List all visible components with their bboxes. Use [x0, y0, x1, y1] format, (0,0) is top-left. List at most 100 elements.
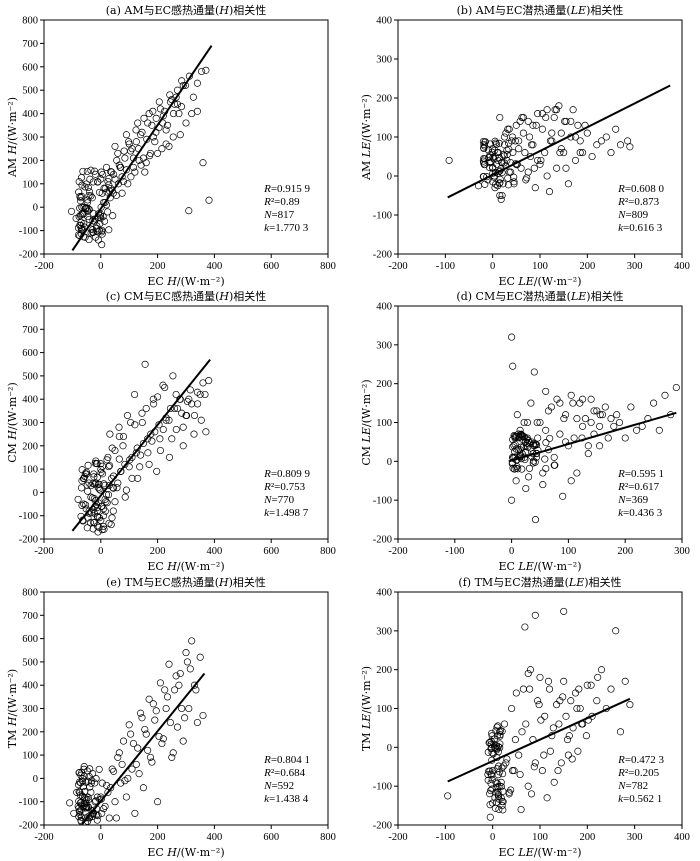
data-point [584, 450, 592, 458]
y-tick-label: -200 [373, 821, 392, 832]
data-point [78, 181, 86, 189]
data-point [181, 714, 189, 722]
data-point [583, 129, 591, 137]
data-point [607, 685, 615, 693]
data-point [159, 112, 167, 120]
data-point [165, 142, 173, 150]
fit-line [508, 411, 677, 463]
data-point [533, 418, 541, 427]
y-tick-label: -100 [19, 511, 38, 522]
y-tick-label: 200 [376, 379, 392, 390]
data-point [550, 453, 558, 461]
data-point [131, 390, 139, 399]
data-point [73, 788, 81, 796]
data-point [531, 516, 540, 524]
x-tick-label: 0 [98, 261, 103, 272]
data-point [573, 704, 581, 713]
data-point [129, 163, 138, 171]
x-tick-label: 0 [490, 261, 495, 272]
data-point [91, 779, 99, 787]
data-point [141, 360, 149, 368]
data-point [515, 145, 523, 153]
y-tick-label: 100 [376, 418, 392, 429]
chart-title: (f) TM与EC潜热通量(LE)相关性 [458, 575, 621, 589]
data-point [541, 712, 549, 720]
x-tick-label: 300 [627, 832, 643, 843]
data-point [119, 737, 128, 745]
data-point [105, 226, 113, 234]
y-tick-label: 0 [387, 457, 392, 468]
data-point [568, 755, 576, 763]
data-point [100, 512, 108, 520]
data-point [553, 106, 561, 114]
data-point [492, 778, 500, 786]
y-tick-label: -200 [19, 250, 38, 261]
data-point [108, 187, 116, 195]
data-point [168, 753, 176, 761]
data-point [492, 742, 501, 750]
data-point [508, 704, 516, 713]
data-point [571, 689, 580, 697]
y-tick-label: 100 [22, 465, 38, 476]
data-point [565, 732, 573, 740]
data-point [127, 173, 135, 181]
data-point [514, 430, 522, 438]
chart-title: (e) TM与EC感热通量(H)相关性 [106, 575, 266, 589]
data-point [499, 770, 507, 778]
y-axis-label: AM LE/(W·m⁻²) [360, 94, 373, 181]
data-point [162, 126, 170, 134]
stat-label: R=0.804 1 [263, 754, 310, 766]
stat-label: k=1.770 3 [264, 222, 309, 234]
data-point [150, 400, 158, 408]
data-point [583, 681, 591, 689]
data-point [596, 411, 604, 419]
data-point [162, 416, 170, 424]
stat-label: R=0.809 9 [263, 468, 310, 480]
stat-label: N=809 [617, 209, 649, 221]
data-point [138, 418, 146, 427]
x-tick-label: 100 [532, 261, 548, 272]
data-point [127, 418, 135, 427]
x-tick-label: 200 [150, 261, 166, 272]
data-point [546, 434, 554, 442]
data-point [518, 728, 526, 736]
data-point [156, 679, 164, 687]
data-point [92, 233, 100, 241]
data-point [480, 154, 488, 163]
data-point [101, 198, 109, 207]
data-point [500, 720, 509, 728]
x-tick-label: 600 [263, 832, 279, 843]
data-point [511, 137, 519, 145]
y-tick-label: 300 [22, 418, 38, 429]
data-point [119, 442, 127, 450]
data-point [627, 403, 635, 411]
data-point [492, 160, 501, 168]
fit-line [71, 358, 211, 532]
data-point [128, 474, 136, 482]
data-point [193, 718, 201, 727]
data-point [166, 91, 174, 99]
data-point [199, 159, 207, 167]
data-point [613, 411, 621, 419]
fit-line [447, 84, 671, 199]
data-point [158, 145, 166, 153]
data-point [83, 795, 91, 803]
data-point [172, 93, 180, 101]
data-point [176, 669, 184, 678]
x-tick-label: 800 [320, 832, 336, 843]
data-point [515, 137, 523, 145]
data-point [91, 798, 99, 806]
data-point [498, 764, 506, 772]
data-point [125, 140, 133, 148]
data-point [110, 767, 118, 775]
data-point [97, 460, 105, 468]
data-point [92, 775, 100, 783]
data-point [185, 207, 193, 215]
data-point [601, 403, 609, 411]
data-point [479, 137, 487, 146]
y-tick-label: -100 [373, 211, 392, 222]
x-axis-label: EC LE/(W·m⁻²) [498, 560, 581, 573]
x-tick-label: 0 [98, 832, 103, 843]
stat-label: k=1.498 7 [264, 507, 309, 519]
data-point [82, 180, 90, 188]
